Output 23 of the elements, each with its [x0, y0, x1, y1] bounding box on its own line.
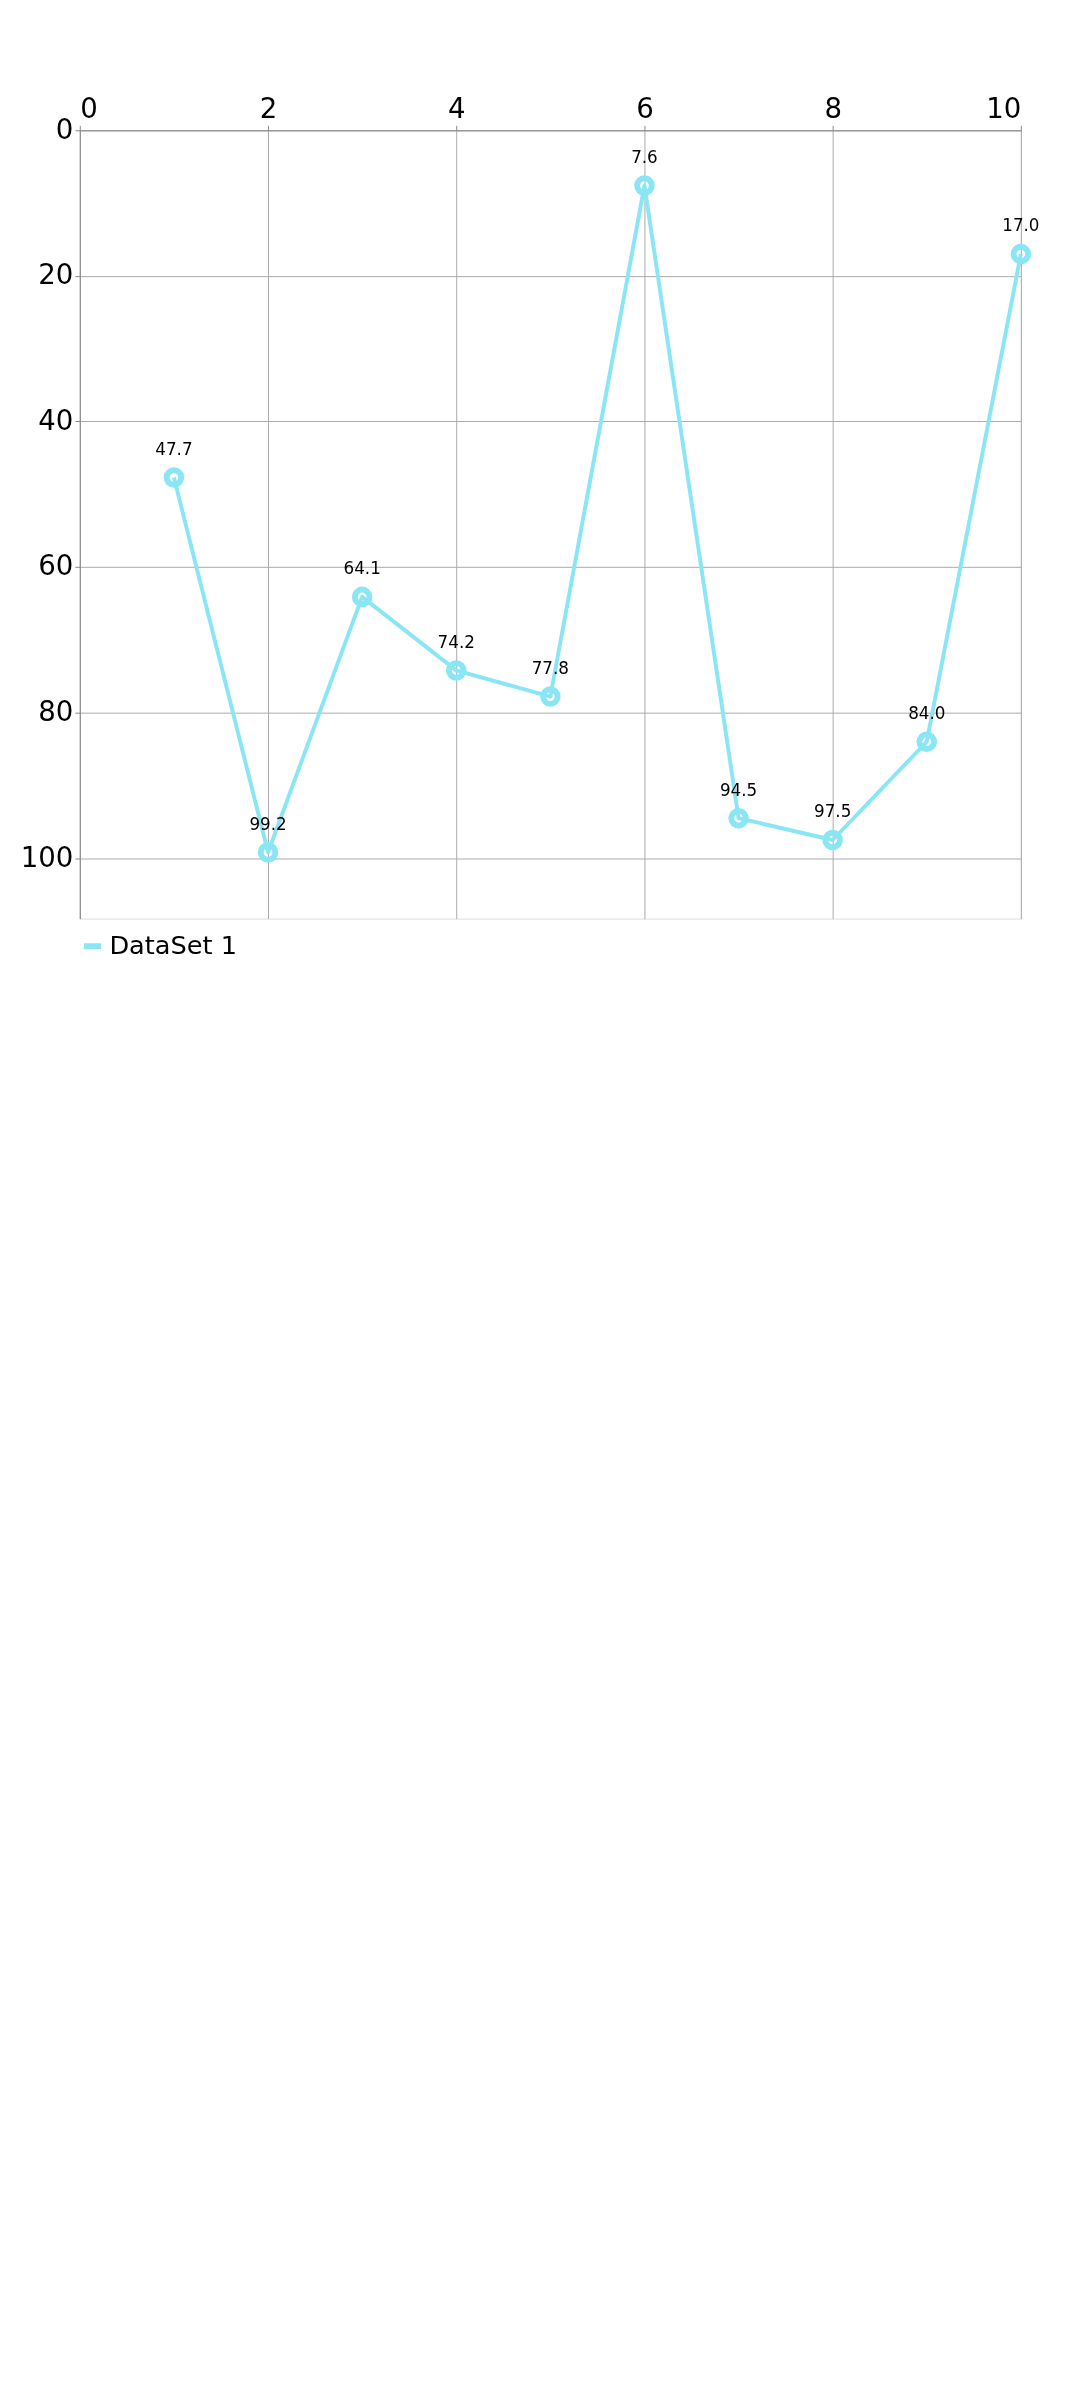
data-label: 99.2 — [249, 813, 287, 834]
data-label: 77.8 — [531, 657, 569, 678]
x-tick-label: 2 — [259, 91, 278, 125]
x-tick-label: 10 — [986, 91, 1022, 125]
y-tick-label: 100 — [20, 840, 74, 874]
y-tick-label: 0 — [55, 112, 74, 146]
x-tick-label: 0 — [80, 91, 98, 125]
x-tick-label: 4 — [447, 91, 466, 125]
x-tick-label: 6 — [636, 91, 654, 125]
y-tick-label: 40 — [38, 403, 74, 437]
data-label: 97.5 — [814, 801, 852, 822]
y-tick-label: 60 — [38, 549, 74, 583]
legend-label: DataSet 1 — [109, 930, 238, 961]
y-tick-label: 80 — [38, 695, 74, 728]
data-label: 74.2 — [437, 631, 475, 652]
data-label: 64.1 — [343, 558, 381, 579]
data-label: 47.7 — [155, 438, 193, 459]
data-label: 7.6 — [631, 146, 658, 167]
data-label: 84.0 — [908, 703, 946, 724]
x-tick-label: 8 — [824, 91, 842, 125]
data-label: 17.0 — [1002, 215, 1040, 236]
data-label: 94.5 — [719, 779, 758, 800]
y-tick-label: 20 — [38, 258, 74, 292]
